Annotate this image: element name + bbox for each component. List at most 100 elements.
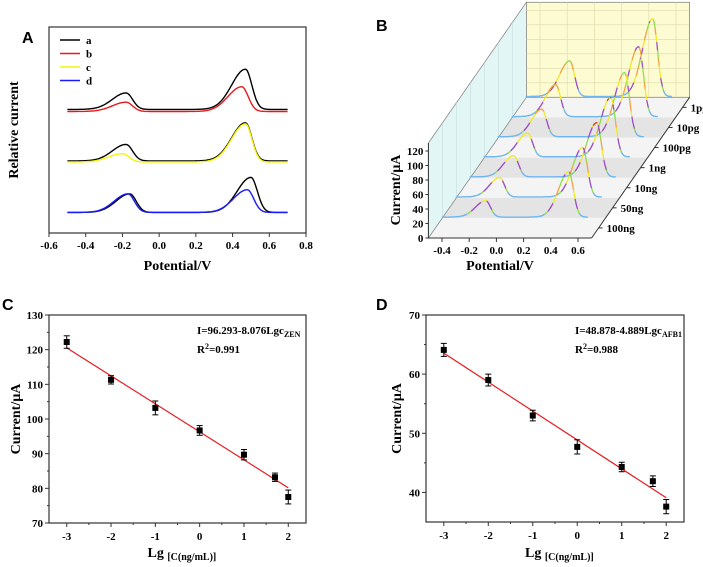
y-tick-label: 100 [27,414,44,426]
chart-c: -3 -2 -1 0 1 2 70 80 90 100 110 120 130 I=96.293-8.07… [9,310,307,563]
x-tick-label: -1 [528,530,537,542]
trace-segment-100ng [572,189,576,196]
series-line-d [67,188,288,214]
x-tick-label: 0 [197,531,203,543]
floor-band [456,177,634,198]
trace-segment-10ng [598,128,601,135]
legend-label-b: b [86,49,92,61]
trace-segment-100pg [625,75,628,82]
chart-b: -0.4 -0.2 0.0 0.2 0.4 0.6 0 20 40 60 80 100 120 100ng… [389,1,703,274]
fit-line [66,347,289,489]
x-tick-label: -3 [62,531,72,543]
trace-segment-1ng [613,109,616,117]
trace-segment-1ng [611,100,614,106]
trace-segment-10pg [639,50,642,57]
trace-segment-10pg [645,94,648,102]
x-tick-label: 0.4 [226,240,240,252]
data-point [108,376,115,383]
series-line-a [67,176,288,214]
y-tick-label: 120 [27,345,44,357]
y-axis-title: Relative current [7,81,22,179]
trace-segment-100pg [629,104,632,113]
data-point [285,494,292,500]
x-tick-label: -0.4 [77,240,95,252]
floor-band [442,197,620,218]
trace-segment-1pg [654,27,657,36]
r-squared-sup: 2 [583,342,587,351]
series-line-c [67,123,288,163]
y-tick-label: 100 [407,161,424,173]
trace-segment-100pg [628,91,631,100]
data-point [63,339,70,346]
trace-segment-10pg [643,81,646,90]
panel-label-d: D [376,297,388,314]
trace-segment-10ng [602,155,605,162]
fit-equation-subscript: ZEN [284,330,301,339]
r-squared: R2=0.991 [197,342,240,356]
trace-segment-1pg [653,22,656,30]
trace-segment-100pg [630,111,633,118]
trace-segment-100pg [628,98,632,107]
floor-band [512,97,690,118]
panel-label-a: A [22,30,34,47]
x-tick-label: 0.8 [299,240,313,252]
trace-segment-1pg [657,57,660,67]
x-tick-label: -3 [439,530,449,542]
depth-label-100ng: 100ng [607,223,636,235]
trace-segment-50ng [585,157,588,164]
trace-segment-1ng [615,127,618,135]
trace-segment-50ng [584,153,587,159]
x-tick-label: 1 [619,530,625,542]
trace-segment-10ng [601,149,604,157]
floor-band [428,217,606,238]
depth-label-100pg: 100pg [663,143,692,155]
y-tick-label: 70 [409,310,421,322]
floor-band [498,117,676,138]
y-tick-label: 110 [27,379,43,391]
y-tick-label: 60 [409,369,421,381]
depth-label-1ng: 1ng [649,163,667,175]
depth-label-1pg: 1pg [691,102,703,114]
depth-label-50ng: 50ng [621,203,644,215]
x-tick-label: -0.4 [433,245,451,257]
x-tick-label: 1 [241,531,247,543]
x-tick-label: 0.4 [544,245,558,257]
x-axis-title: Potential/V [466,259,534,274]
trace-segment-100ng [570,176,573,182]
data-point [271,474,278,481]
trace-segment-1ng [614,121,618,129]
trace-segment-10ng [600,144,604,152]
trace-segment-100ng [574,198,577,204]
trace-segment-10pg [641,60,644,69]
fit-equation: I=96.293-8.076LgcZEN [197,325,301,339]
back-wall [526,1,691,98]
data-point [618,463,625,470]
trace-segment-10pg [644,88,647,96]
chart-d: -3 -2 -1 0 1 2 40 50 60 70 I=48.878-4.889LgcAFB1 R2… [390,310,685,563]
x-tick-label: -2 [484,530,494,542]
depth-label-10ng: 10ng [635,183,658,195]
x-tick-label: 0.6 [571,245,585,257]
x-tick-label: 0.2 [189,240,203,252]
plot-frame [48,26,307,234]
trace-segment-100pg [632,121,635,127]
data-point [440,346,447,353]
y-tick-label: 20 [412,219,424,231]
x-tick-label: 0.6 [262,240,276,252]
trace-segment-100ng [573,194,576,201]
r-squared-value: =0.991 [209,344,240,356]
r-squared-value: =0.988 [587,344,619,356]
trace-segment-10pg [642,74,646,84]
trace-segment-1pg [655,34,658,44]
data-point [152,404,159,411]
x-tick-label: -0.2 [114,240,132,252]
legend-label-a: a [86,35,92,47]
fit-line [443,352,667,499]
trace-segment-50ng [586,162,589,169]
legend-label-d: d [86,76,92,88]
y-axis-title: Current/µA [389,154,404,226]
trace-segment-1ng [614,115,617,123]
trace-segment-10pg [640,54,643,63]
y-tick-label: 70 [32,518,44,530]
x-tick-label: 0.0 [490,245,504,257]
